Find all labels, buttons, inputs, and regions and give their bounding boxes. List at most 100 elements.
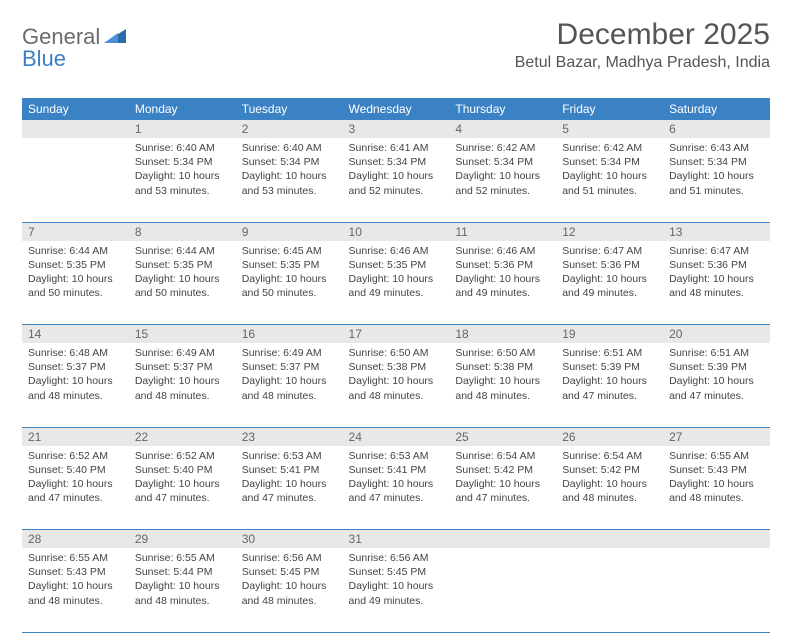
- day-cell: Sunrise: 6:56 AMSunset: 5:45 PMDaylight:…: [236, 548, 343, 632]
- day-cell-content: Sunrise: 6:52 AMSunset: 5:40 PMDaylight:…: [22, 446, 129, 512]
- day-cell-content: Sunrise: 6:49 AMSunset: 5:37 PMDaylight:…: [129, 343, 236, 409]
- day-cell: Sunrise: 6:41 AMSunset: 5:34 PMDaylight:…: [343, 138, 450, 222]
- day-cell-content: Sunrise: 6:41 AMSunset: 5:34 PMDaylight:…: [343, 138, 450, 204]
- day-cell-content: Sunrise: 6:50 AMSunset: 5:38 PMDaylight:…: [343, 343, 450, 409]
- header: General December 2025 Betul Bazar, Madhy…: [22, 18, 770, 72]
- day-cell: Sunrise: 6:50 AMSunset: 5:38 PMDaylight:…: [343, 343, 450, 427]
- day-cell: [556, 548, 663, 632]
- day-number-cell: 27: [663, 427, 770, 446]
- day-cell: Sunrise: 6:54 AMSunset: 5:42 PMDaylight:…: [556, 446, 663, 530]
- day-cell: Sunrise: 6:53 AMSunset: 5:41 PMDaylight:…: [343, 446, 450, 530]
- day-cell-content: Sunrise: 6:50 AMSunset: 5:38 PMDaylight:…: [449, 343, 556, 409]
- day-number-cell: 25: [449, 427, 556, 446]
- day-cell: Sunrise: 6:52 AMSunset: 5:40 PMDaylight:…: [129, 446, 236, 530]
- day-cell-content: Sunrise: 6:47 AMSunset: 5:36 PMDaylight:…: [663, 241, 770, 307]
- calendar-table: SundayMondayTuesdayWednesdayThursdayFrid…: [22, 98, 770, 633]
- day-cell-content: Sunrise: 6:47 AMSunset: 5:36 PMDaylight:…: [556, 241, 663, 307]
- day-cell: Sunrise: 6:44 AMSunset: 5:35 PMDaylight:…: [129, 241, 236, 325]
- day-cell: Sunrise: 6:51 AMSunset: 5:39 PMDaylight:…: [663, 343, 770, 427]
- day-cell: Sunrise: 6:51 AMSunset: 5:39 PMDaylight:…: [556, 343, 663, 427]
- day-cell-content: Sunrise: 6:53 AMSunset: 5:41 PMDaylight:…: [236, 446, 343, 512]
- day-cell: Sunrise: 6:46 AMSunset: 5:36 PMDaylight:…: [449, 241, 556, 325]
- day-number-cell: 29: [129, 530, 236, 549]
- day-cell-content: Sunrise: 6:51 AMSunset: 5:39 PMDaylight:…: [663, 343, 770, 409]
- day-cell-content: Sunrise: 6:40 AMSunset: 5:34 PMDaylight:…: [236, 138, 343, 204]
- weekday-header: Sunday: [22, 98, 129, 120]
- day-cell-content: Sunrise: 6:45 AMSunset: 5:35 PMDaylight:…: [236, 241, 343, 307]
- day-number-cell: 14: [22, 325, 129, 344]
- day-cell: Sunrise: 6:44 AMSunset: 5:35 PMDaylight:…: [22, 241, 129, 325]
- logo-triangle-icon: [104, 27, 126, 48]
- day-cell: Sunrise: 6:49 AMSunset: 5:37 PMDaylight:…: [129, 343, 236, 427]
- day-cell: Sunrise: 6:55 AMSunset: 5:43 PMDaylight:…: [663, 446, 770, 530]
- day-body-row: Sunrise: 6:55 AMSunset: 5:43 PMDaylight:…: [22, 548, 770, 632]
- day-number-cell: 7: [22, 222, 129, 241]
- day-number-cell: 12: [556, 222, 663, 241]
- day-number-cell: 3: [343, 120, 450, 138]
- day-number-cell: 21: [22, 427, 129, 446]
- day-number-cell: [449, 530, 556, 549]
- day-cell-content: Sunrise: 6:48 AMSunset: 5:37 PMDaylight:…: [22, 343, 129, 409]
- day-body-row: Sunrise: 6:44 AMSunset: 5:35 PMDaylight:…: [22, 241, 770, 325]
- day-cell-content: Sunrise: 6:44 AMSunset: 5:35 PMDaylight:…: [22, 241, 129, 307]
- day-cell-content: Sunrise: 6:52 AMSunset: 5:40 PMDaylight:…: [129, 446, 236, 512]
- day-cell-content: Sunrise: 6:56 AMSunset: 5:45 PMDaylight:…: [236, 548, 343, 614]
- weekday-header: Friday: [556, 98, 663, 120]
- day-cell-content: Sunrise: 6:43 AMSunset: 5:34 PMDaylight:…: [663, 138, 770, 204]
- day-cell-content: Sunrise: 6:42 AMSunset: 5:34 PMDaylight:…: [556, 138, 663, 204]
- day-cell: Sunrise: 6:42 AMSunset: 5:34 PMDaylight:…: [556, 138, 663, 222]
- title-block: December 2025 Betul Bazar, Madhya Prades…: [515, 18, 770, 72]
- day-number-cell: [556, 530, 663, 549]
- day-cell: Sunrise: 6:55 AMSunset: 5:44 PMDaylight:…: [129, 548, 236, 632]
- weekday-header: Saturday: [663, 98, 770, 120]
- day-number-cell: [663, 530, 770, 549]
- day-cell-content: Sunrise: 6:55 AMSunset: 5:44 PMDaylight:…: [129, 548, 236, 614]
- month-title: December 2025: [515, 18, 770, 52]
- day-cell-content: Sunrise: 6:56 AMSunset: 5:45 PMDaylight:…: [343, 548, 450, 614]
- day-cell: Sunrise: 6:52 AMSunset: 5:40 PMDaylight:…: [22, 446, 129, 530]
- day-cell: Sunrise: 6:42 AMSunset: 5:34 PMDaylight:…: [449, 138, 556, 222]
- day-number-cell: 6: [663, 120, 770, 138]
- day-number-cell: 28: [22, 530, 129, 549]
- day-cell: Sunrise: 6:47 AMSunset: 5:36 PMDaylight:…: [556, 241, 663, 325]
- day-number-row: 78910111213: [22, 222, 770, 241]
- day-cell: [22, 138, 129, 222]
- day-number-cell: 18: [449, 325, 556, 344]
- day-number-cell: 30: [236, 530, 343, 549]
- day-number-row: 123456: [22, 120, 770, 138]
- logo-text-blue: Blue: [22, 46, 66, 71]
- day-number-cell: 4: [449, 120, 556, 138]
- day-number-cell: 2: [236, 120, 343, 138]
- calendar-header-row: SundayMondayTuesdayWednesdayThursdayFrid…: [22, 98, 770, 120]
- day-number-row: 21222324252627: [22, 427, 770, 446]
- day-number-cell: 9: [236, 222, 343, 241]
- day-cell-content: Sunrise: 6:42 AMSunset: 5:34 PMDaylight:…: [449, 138, 556, 204]
- day-number-cell: 13: [663, 222, 770, 241]
- day-cell: Sunrise: 6:43 AMSunset: 5:34 PMDaylight:…: [663, 138, 770, 222]
- day-cell: Sunrise: 6:48 AMSunset: 5:37 PMDaylight:…: [22, 343, 129, 427]
- day-cell: Sunrise: 6:45 AMSunset: 5:35 PMDaylight:…: [236, 241, 343, 325]
- day-cell: [449, 548, 556, 632]
- day-number-cell: 24: [343, 427, 450, 446]
- day-number-row: 14151617181920: [22, 325, 770, 344]
- logo-line2: Blue: [22, 46, 66, 72]
- day-number-cell: [22, 120, 129, 138]
- day-number-cell: 10: [343, 222, 450, 241]
- day-number-cell: 17: [343, 325, 450, 344]
- day-number-cell: 23: [236, 427, 343, 446]
- day-cell-content: Sunrise: 6:55 AMSunset: 5:43 PMDaylight:…: [22, 548, 129, 614]
- day-cell: Sunrise: 6:49 AMSunset: 5:37 PMDaylight:…: [236, 343, 343, 427]
- day-cell: Sunrise: 6:40 AMSunset: 5:34 PMDaylight:…: [236, 138, 343, 222]
- day-cell: Sunrise: 6:40 AMSunset: 5:34 PMDaylight:…: [129, 138, 236, 222]
- day-number-cell: 19: [556, 325, 663, 344]
- location: Betul Bazar, Madhya Pradesh, India: [515, 54, 770, 72]
- day-cell-content: Sunrise: 6:55 AMSunset: 5:43 PMDaylight:…: [663, 446, 770, 512]
- day-cell-content: Sunrise: 6:49 AMSunset: 5:37 PMDaylight:…: [236, 343, 343, 409]
- day-cell: Sunrise: 6:47 AMSunset: 5:36 PMDaylight:…: [663, 241, 770, 325]
- weekday-header: Thursday: [449, 98, 556, 120]
- day-cell: Sunrise: 6:54 AMSunset: 5:42 PMDaylight:…: [449, 446, 556, 530]
- day-cell-content: Sunrise: 6:53 AMSunset: 5:41 PMDaylight:…: [343, 446, 450, 512]
- day-number-cell: 11: [449, 222, 556, 241]
- day-cell: Sunrise: 6:46 AMSunset: 5:35 PMDaylight:…: [343, 241, 450, 325]
- day-body-row: Sunrise: 6:52 AMSunset: 5:40 PMDaylight:…: [22, 446, 770, 530]
